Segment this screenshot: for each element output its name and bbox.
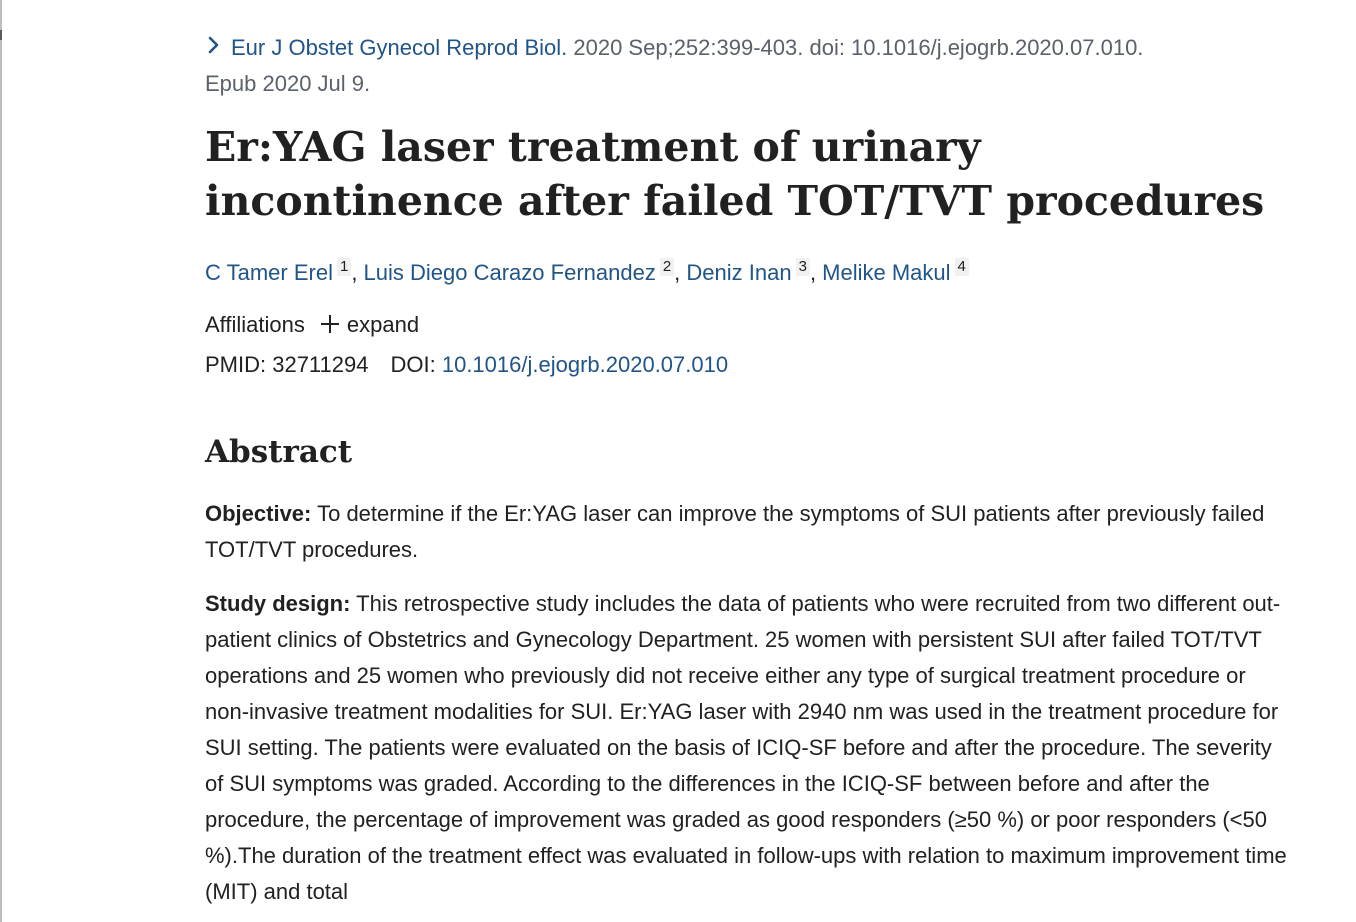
affiliation-number[interactable]: 2 [659,258,675,276]
affiliation-number[interactable]: 4 [954,258,969,276]
journal-link[interactable]: Eur J Obstet Gynecol Reprod Biol. [231,35,568,60]
citation-details: 2020 Sep;252:399-403. doi: 10.1016/j.ejo… [567,35,1144,60]
author-separator: , [674,260,687,285]
pmid: PMID: 32711294 [205,352,369,377]
objective-label: Objective: [205,501,312,526]
affiliations-expand-toggle[interactable]: expand [305,312,419,337]
author-separator: , [351,260,364,285]
author-separator: , [809,260,823,285]
doi-label: DOI: [390,352,436,377]
study-design-text: This retrospective study includes the da… [205,591,1287,904]
expand-label: expand [346,312,420,337]
abstract-study-design: Study design: This retrospective study i… [205,586,1290,910]
affiliations-row: Affiliations expand [205,310,1290,340]
plus-icon [320,315,339,333]
doi-link[interactable]: 10.1016/j.ejogrb.2020.07.010 [441,352,729,377]
abstract-heading: Abstract [205,434,353,470]
objective-text: To determine if the Er:YAG laser can imp… [205,501,1265,562]
article-content: Eur J Obstet Gynecol Reprod Biol. 2020 S… [205,30,1290,910]
chevron-right-icon [208,36,219,54]
author-link-makul[interactable]: Melike Makul [822,260,951,285]
study-design-label: Study design: [205,591,351,616]
affiliation-number[interactable]: 3 [795,258,810,276]
affiliation-number[interactable]: 1 [336,258,352,276]
author-list: C Tamer Erel 1, Luis Diego Carazo Fernand… [205,258,1290,288]
abstract-objective: Objective: To determine if the Er:YAG la… [205,496,1290,568]
affiliations-label: Affiliations [205,312,305,337]
author-link-carazo-fernandez[interactable]: Luis Diego Carazo Fernandez [363,260,656,285]
citation-epub: Epub 2020 Jul 9. [205,71,371,96]
window-left-edge [0,0,2,922]
window-edge-mark [0,30,4,40]
author-link-inan[interactable]: Deniz Inan [686,260,792,285]
citation-line: Eur J Obstet Gynecol Reprod Biol. 2020 S… [205,30,1290,102]
author-link-erel[interactable]: C Tamer Erel [205,260,333,285]
article-title: Er:YAG laser treatment of urinary incont… [205,123,1265,225]
identifiers-row: PMID: 32711294 DOI: 10.1016/j.ejogrb.2020… [205,350,1290,380]
